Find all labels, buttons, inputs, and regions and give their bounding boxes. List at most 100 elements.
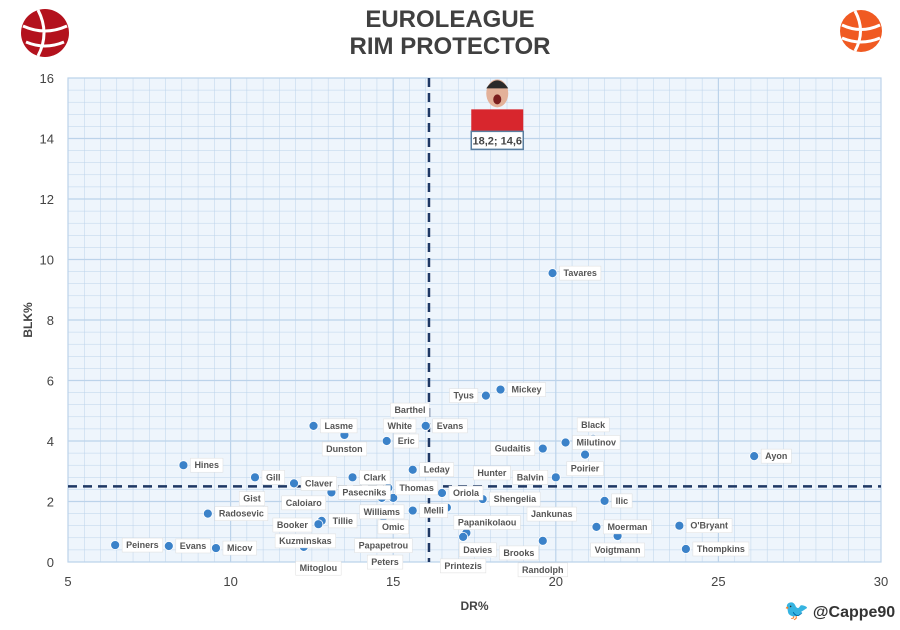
point-label: Black [576, 417, 610, 433]
data-point [537, 443, 548, 454]
point-label-box [419, 462, 454, 477]
point-label-text: Williams [364, 507, 400, 517]
point-label-text: Claver [305, 478, 333, 488]
data-point [537, 535, 548, 546]
point-label: Gist [238, 491, 265, 506]
point-label-box [440, 558, 487, 574]
point-label: Hunter [473, 465, 511, 481]
point-label: O'Bryant [686, 518, 733, 533]
point-label: Milutinov [572, 435, 621, 450]
point-label: Davies [458, 542, 497, 558]
point-label: Tyus [449, 388, 479, 403]
data-point [308, 420, 319, 431]
data-point [749, 451, 760, 462]
point-label-text: Black [581, 420, 606, 430]
point-label: Radosevic [214, 506, 269, 521]
point-label-text: Tavares [564, 268, 597, 278]
data-point [560, 437, 571, 448]
point-label-text: Thomas [399, 483, 434, 493]
point-label-text: Barthel [394, 405, 425, 415]
credit-handle: @Cappe90 [812, 604, 896, 621]
y-tick-label: 10 [40, 253, 54, 268]
x-tick-label: 15 [386, 574, 400, 589]
point-label-box [383, 418, 417, 434]
y-tick-label: 4 [47, 434, 54, 449]
point-label-text: Clark [364, 472, 388, 482]
point-label-box [611, 493, 633, 509]
highlight-label: 18,2; 14,6 [472, 135, 522, 147]
point-label: Poirier [566, 461, 604, 476]
player-photo-hair [486, 80, 509, 89]
point-label-box [359, 470, 391, 485]
point-label-text: Mitoglou [300, 563, 338, 573]
y-tick-label: 8 [47, 313, 54, 328]
point-label-box [214, 506, 269, 521]
x-tick-label: 30 [874, 574, 888, 589]
point-label-text: White [387, 421, 412, 431]
data-point [680, 544, 691, 554]
data-point [420, 420, 431, 431]
point-label: Micov [222, 540, 257, 556]
point-label-text: Papapetrou [359, 541, 409, 551]
point-label-text: Mickey [512, 385, 542, 395]
credit: 🐦 @Cappe90 [784, 598, 895, 623]
data-point [313, 519, 324, 530]
point-label-text: Kuzminskas [279, 536, 332, 546]
point-label-box [281, 495, 327, 511]
point-label-box [300, 476, 337, 491]
y-axis-label: BLK% [21, 302, 35, 338]
point-label-text: Peiners [126, 540, 159, 550]
point-label-box [261, 470, 285, 485]
point-label-box [338, 485, 391, 500]
point-label-text: Pasecniks [342, 487, 386, 497]
point-label-box [590, 542, 645, 558]
point-label-text: Thompkins [697, 544, 745, 554]
point-label-text: Radosevic [219, 509, 264, 519]
point-label: Shengelia [489, 491, 541, 507]
x-tick-label: 20 [549, 574, 563, 589]
point-label-text: Melli [424, 506, 444, 516]
x-axis-label: DR% [460, 599, 488, 613]
point-label-box [295, 560, 342, 576]
y-tick-label: 2 [47, 495, 54, 510]
point-label: Kuzminskas [274, 533, 336, 549]
point-label: Jankunas [526, 506, 577, 522]
point-label-text: Tillie [333, 516, 353, 526]
data-point [407, 505, 418, 516]
twitter-bird-icon: 🐦 [784, 600, 809, 622]
point-label: Thomas [395, 480, 439, 496]
point-label-box [458, 542, 497, 558]
point-label-box [238, 491, 265, 506]
basketball-logo-icon [21, 9, 69, 57]
point-labels: Tavares Mickey Tyus Evans Lasme Dunston Eric Mi… [121, 265, 792, 578]
point-label-box [499, 545, 539, 561]
point-label-box [367, 554, 404, 570]
chart-title: EUROLEAGUE RIM PROTECTOR [0, 6, 900, 60]
point-label: Randolph [517, 562, 568, 578]
point-label: Hines [190, 457, 224, 473]
point-label: Caloiaro [281, 495, 327, 511]
data-point [407, 464, 418, 475]
point-label-box [517, 562, 568, 578]
point-label: Tavares [559, 265, 602, 281]
point-label-text: Poirier [571, 464, 600, 474]
data-point [495, 384, 506, 395]
data-point [599, 495, 610, 506]
point-label: Evans [175, 538, 211, 554]
point-label-text: Gill [266, 472, 281, 482]
point-label-box [692, 541, 750, 557]
data-point [211, 543, 221, 553]
point-label-text: Leday [424, 465, 450, 475]
point-label-box [320, 418, 358, 434]
player-photo-jersey [471, 109, 524, 132]
point-label: White [383, 418, 417, 434]
point-label: Peiners [121, 537, 163, 553]
data-point [547, 268, 558, 279]
data-point [381, 436, 392, 446]
point-label-box [393, 433, 419, 449]
point-label-box [328, 513, 358, 529]
point-label-box [448, 485, 484, 501]
point-label-text: Milutinov [577, 438, 617, 448]
data-point [437, 488, 447, 498]
data-point [550, 472, 561, 483]
